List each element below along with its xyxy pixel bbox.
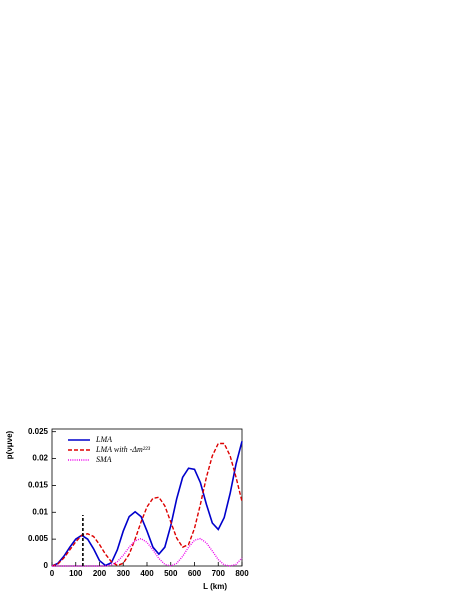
series-line	[51, 442, 243, 567]
y-tick-label: 0.02	[32, 454, 48, 463]
y-tick-label: 0.015	[28, 481, 49, 490]
x-tick-label: 600	[188, 569, 202, 578]
x-tick-label: 100	[69, 569, 83, 578]
x-tick-label: 800	[235, 569, 249, 578]
legend-label: LMA with -Δm²²³	[95, 445, 151, 454]
y-tick-label: 0.01	[32, 507, 48, 516]
legend-label: SMA	[96, 455, 112, 464]
y-tick-label: 0	[44, 561, 49, 570]
legend-label: LMA	[95, 435, 112, 444]
x-tick-label: 400	[140, 569, 154, 578]
y-tick-label: 0.025	[28, 427, 49, 436]
series-line	[52, 537, 243, 567]
x-tick-label: 200	[93, 569, 107, 578]
y-axis-label: p(νμνe)	[5, 430, 14, 459]
x-tick-label: 0	[50, 569, 55, 578]
x-tick-label: 500	[164, 569, 178, 578]
x-axis-label: L (km)	[203, 582, 227, 591]
y-tick-label: 0.005	[28, 534, 49, 543]
series-line	[51, 441, 243, 567]
x-tick-label: 300	[117, 569, 131, 578]
x-tick-label: 700	[212, 569, 226, 578]
